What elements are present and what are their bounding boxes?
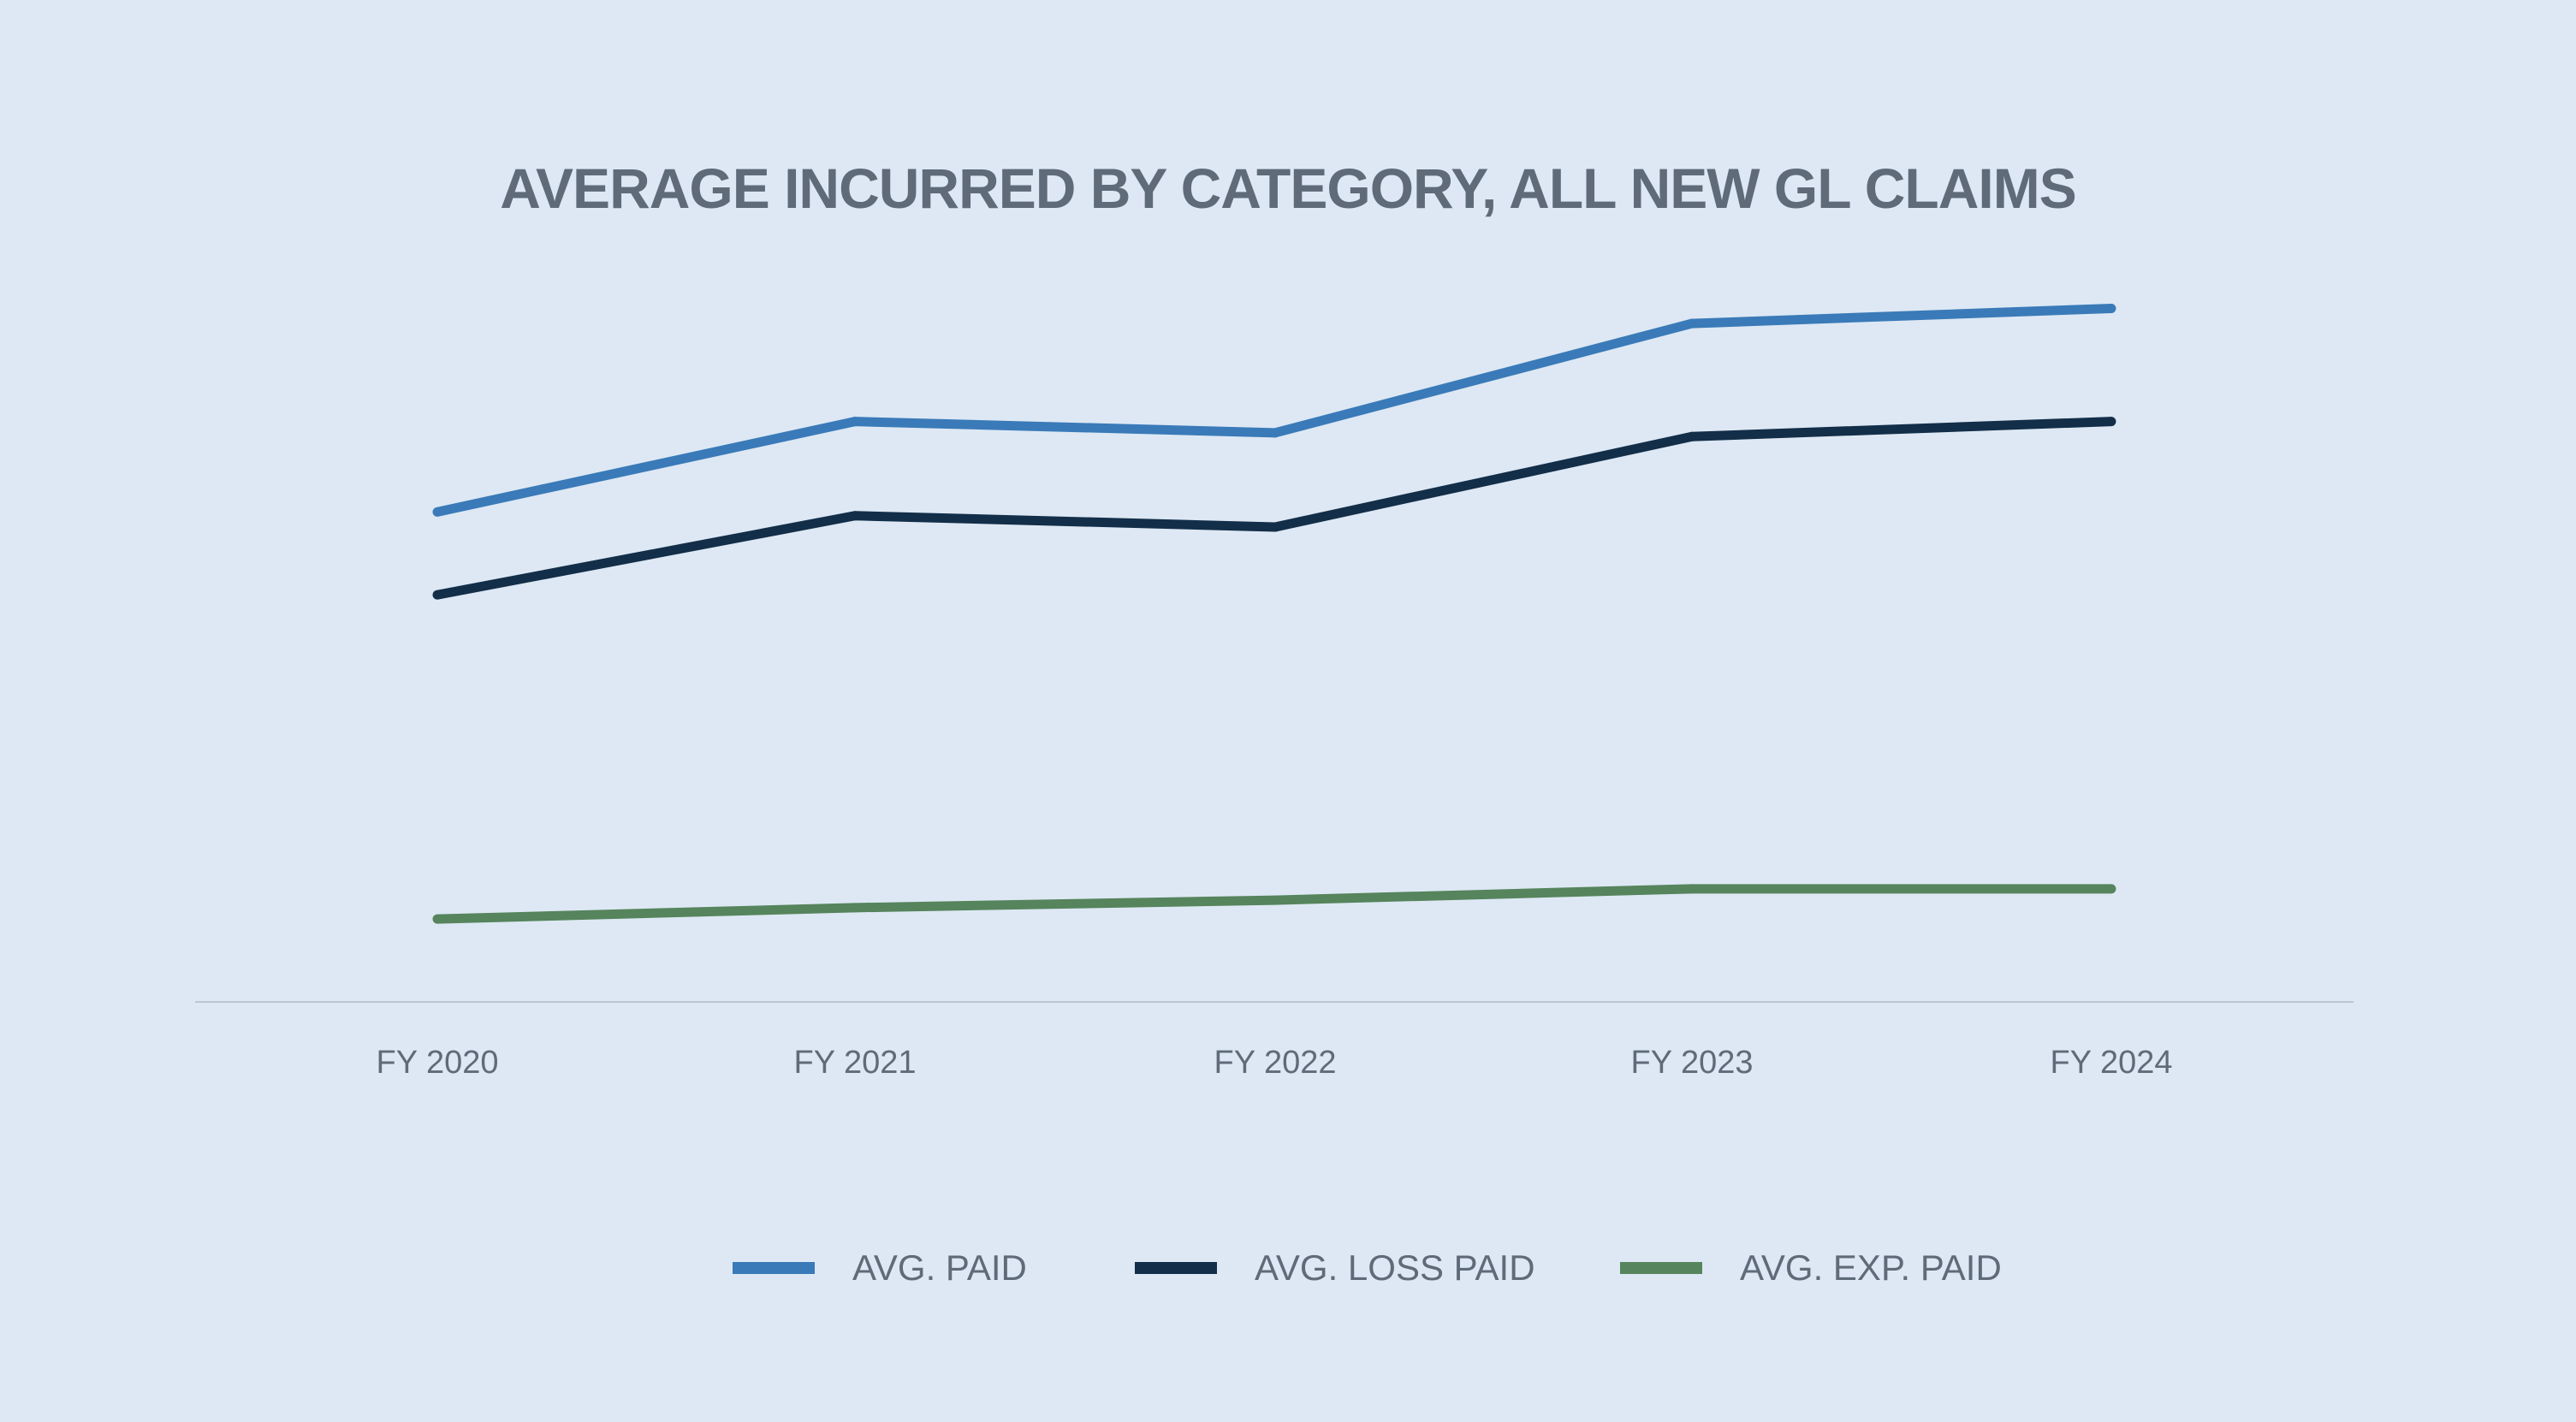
data-point-avg-paid-fy-2024: [2106, 303, 2116, 313]
series-line-avg-loss-paid: [436, 417, 2112, 600]
x-tick-label: FY 2021: [794, 1045, 917, 1081]
data-point-avg-loss-paid-fy-2024: [2106, 417, 2116, 427]
legend-item-avg-loss-paid: AVG. LOSS PAID: [1135, 1242, 1535, 1294]
legend-swatch: [1135, 1262, 1217, 1274]
x-tick-label: FY 2022: [1214, 1045, 1337, 1081]
data-point-avg-paid-fy-2022: [1270, 428, 1280, 438]
data-point-avg-exp-paid-fy-2024: [2106, 884, 2116, 894]
data-point-avg-exp-paid-fy-2022: [1270, 895, 1280, 905]
x-tick-label: FY 2023: [1631, 1045, 1754, 1081]
series-layer: [432, 303, 2116, 924]
data-point-avg-exp-paid-fy-2023: [1687, 884, 1697, 894]
series-line-avg-paid: [436, 303, 2112, 517]
chart-title: AVERAGE INCURRED BY CATEGORY, ALL NEW GL…: [500, 157, 2076, 220]
legend-item-avg-exp-paid: AVG. EXP. PAID: [1620, 1242, 2002, 1294]
legend: AVG. PAID AVG. LOSS PAID AVG. EXP. PAID: [0, 1242, 2576, 1294]
legend-item-avg-paid: AVG. PAID: [733, 1242, 1027, 1294]
legend-swatch: [1620, 1262, 1702, 1274]
legend-label: AVG. PAID: [852, 1247, 1027, 1288]
legend-label: AVG. EXP. PAID: [1740, 1247, 2002, 1288]
data-point-avg-loss-paid-fy-2021: [850, 511, 860, 521]
x-axis-ticks: FY 2020 FY 2021 FY 2022 FY 2023 FY 2024: [377, 1045, 2173, 1081]
data-point-avg-loss-paid-fy-2022: [1270, 522, 1280, 532]
x-tick-label: FY 2024: [2051, 1045, 2173, 1081]
data-point-avg-exp-paid-fy-2020: [432, 914, 442, 924]
x-tick-label: FY 2020: [377, 1045, 499, 1081]
data-point-avg-loss-paid-fy-2023: [1687, 431, 1697, 441]
data-point-avg-paid-fy-2020: [432, 507, 442, 517]
data-point-avg-paid-fy-2021: [850, 417, 860, 427]
legend-swatch: [733, 1262, 815, 1274]
data-point-avg-paid-fy-2023: [1687, 318, 1697, 329]
data-point-avg-exp-paid-fy-2021: [850, 903, 860, 913]
legend-label: AVG. LOSS PAID: [1255, 1247, 1535, 1288]
data-point-avg-loss-paid-fy-2020: [432, 590, 442, 600]
